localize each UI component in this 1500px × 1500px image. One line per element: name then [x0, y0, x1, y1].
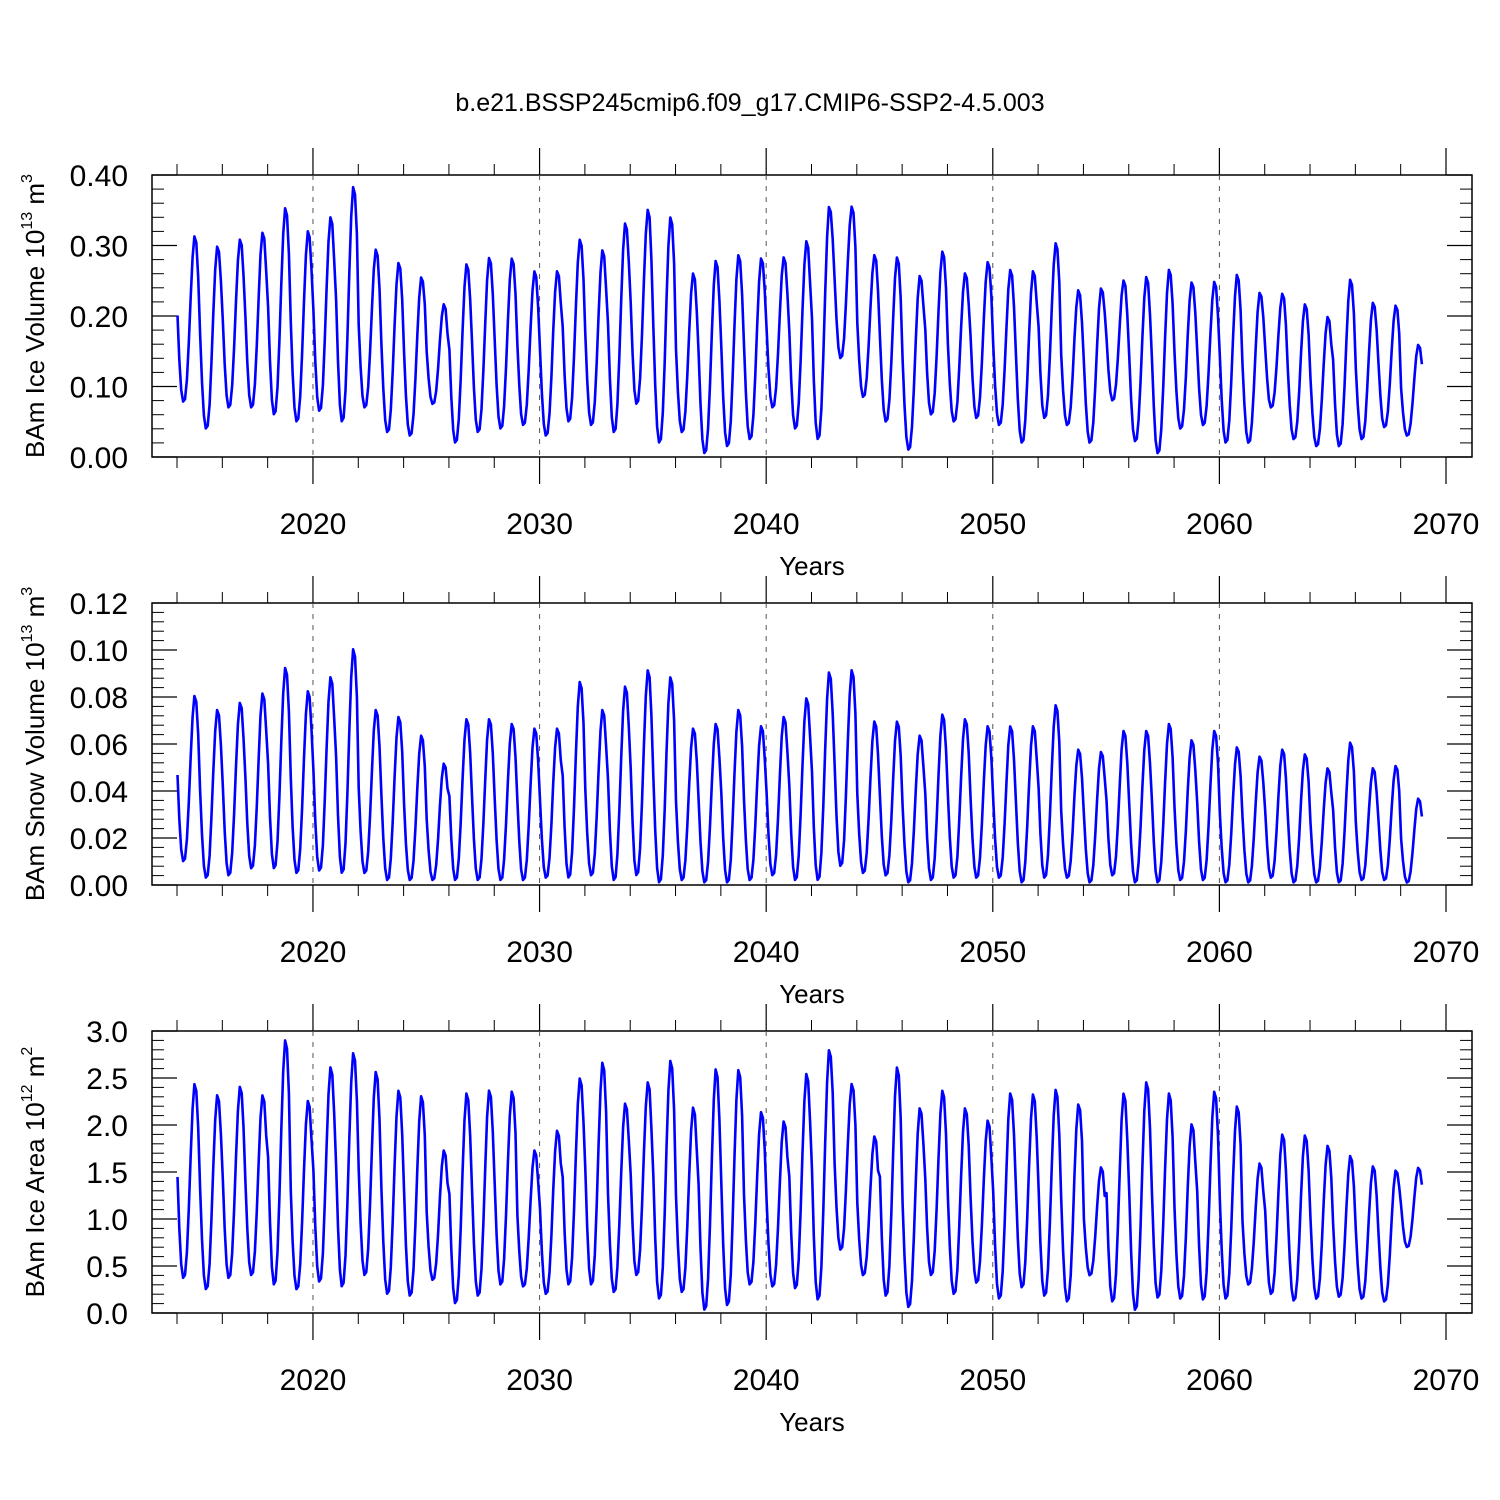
- x-tick-label: 2030: [506, 936, 573, 969]
- y-tick-label: 0.40: [70, 160, 128, 193]
- x-tick-label: 2050: [959, 508, 1026, 541]
- series-line-snow-volume: [176, 648, 1424, 884]
- x-tick-label: 2040: [733, 1364, 800, 1397]
- x-tick-label: 2070: [1413, 936, 1480, 969]
- y-tick-label: 0.10: [70, 372, 128, 405]
- series-line-ice-area: [176, 1039, 1424, 1311]
- y-tick-label: 0.00: [70, 870, 128, 903]
- x-axis-label: Years: [779, 551, 845, 581]
- x-tick-label: 2060: [1186, 936, 1253, 969]
- y-tick-label: 1.5: [86, 1157, 128, 1190]
- x-tick-label: 2050: [959, 1364, 1026, 1397]
- x-tick-label: 2060: [1186, 1364, 1253, 1397]
- x-tick-label: 2040: [733, 936, 800, 969]
- x-tick-label: 2030: [506, 508, 573, 541]
- y-tick-label: 1.0: [86, 1204, 128, 1237]
- y-axis-label: BAm Snow Volume 1013 m3: [19, 587, 50, 901]
- y-tick-label: 0.20: [70, 301, 128, 334]
- x-tick-label: 2020: [280, 1364, 347, 1397]
- series-line-ice-volume: [176, 185, 1424, 455]
- y-tick-label: 2.0: [86, 1110, 128, 1143]
- y-tick-label: 0.00: [70, 442, 128, 475]
- x-tick-label: 2040: [733, 508, 800, 541]
- y-axis-label: BAm Ice Volume 1013 m3: [19, 174, 50, 458]
- panel-snow-volume: 2020 2030 2040 2050 2060 2070 0.00 0.02 0.04 0.06…: [19, 576, 1479, 1009]
- panel-ice-area: 2020 2030 2040 2050 2060 2070 0.0 0.5 1.0 1.5 2.0 2…: [19, 1004, 1479, 1437]
- x-tick-label: 2070: [1413, 1364, 1480, 1397]
- y-axis-label: BAm Ice Area 1012 m2: [19, 1047, 50, 1298]
- x-tick-label: 2070: [1413, 508, 1480, 541]
- x-tick-label: 2020: [280, 508, 347, 541]
- y-tick-label: 0.5: [86, 1251, 128, 1284]
- x-tick-label: 2060: [1186, 508, 1253, 541]
- y-tick-label: 0.10: [70, 635, 128, 668]
- y-tick-label: 3.0: [86, 1016, 128, 1049]
- x-axis-label: Years: [779, 1407, 845, 1437]
- y-tick-label: 0.02: [70, 823, 128, 856]
- panel-ice-volume: 2020 2030 2040 2050 2060 2070 0.00 0.10 0.20 0.30…: [19, 148, 1479, 581]
- y-tick-label: 0.08: [70, 682, 128, 715]
- chart-title: b.e21.BSSP245cmip6.f09_g17.CMIP6-SSP2-4.…: [455, 89, 1044, 117]
- y-tick-label: 0.12: [70, 588, 128, 621]
- y-tick-label: 0.04: [70, 776, 128, 809]
- y-tick-label: 2.5: [86, 1063, 128, 1096]
- y-tick-label: 0.06: [70, 729, 128, 762]
- y-tick-label: 0.30: [70, 231, 128, 264]
- x-axis-label: Years: [779, 979, 845, 1009]
- y-tick-label: 0.0: [86, 1298, 128, 1331]
- x-tick-label: 2050: [959, 936, 1026, 969]
- x-tick-label: 2030: [506, 1364, 573, 1397]
- x-tick-label: 2020: [280, 936, 347, 969]
